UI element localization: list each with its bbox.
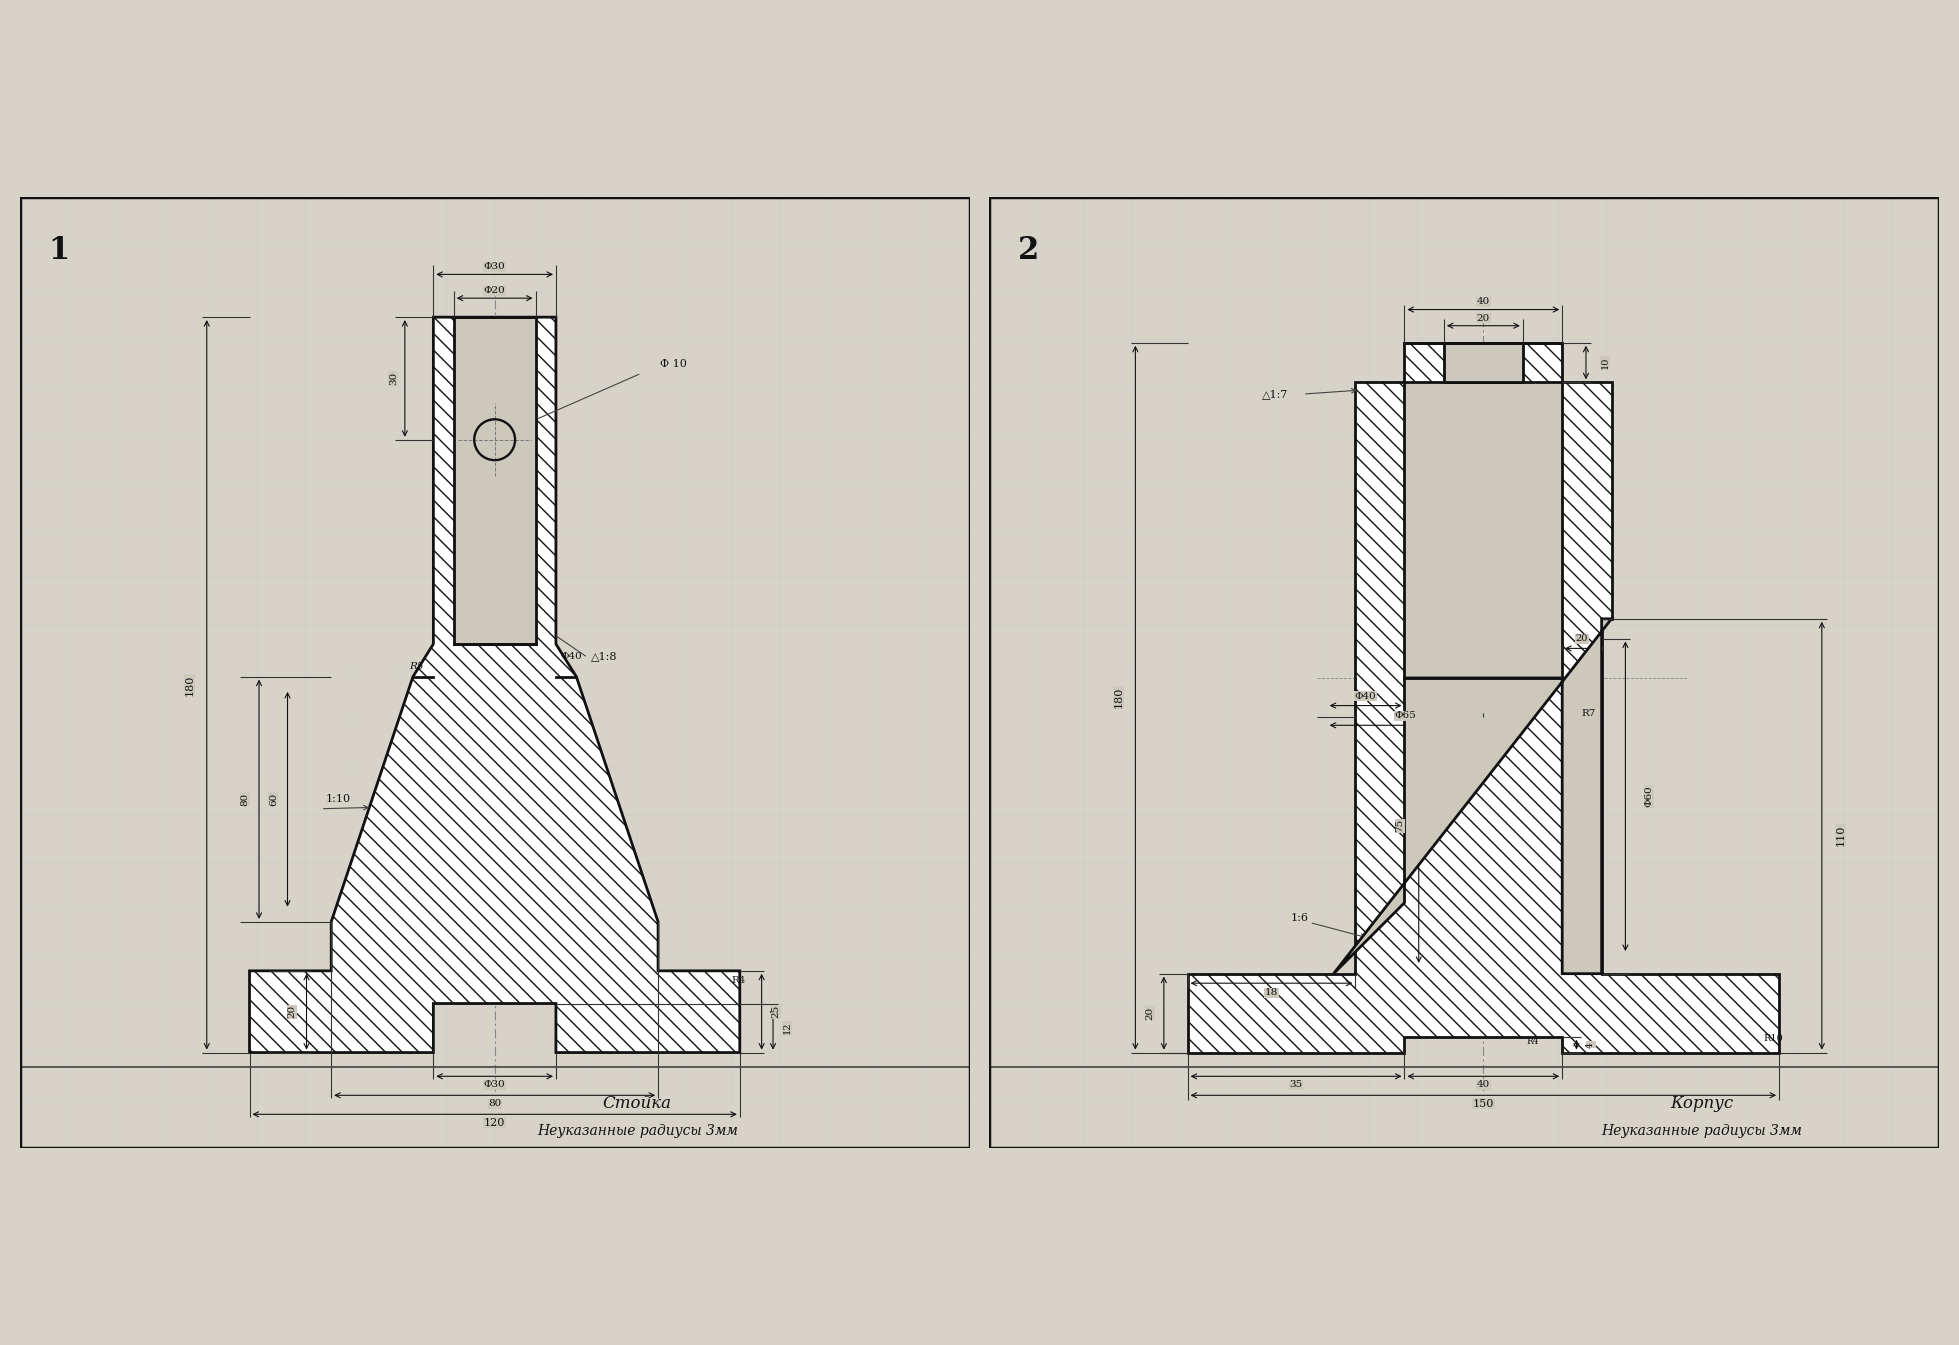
Text: R5: R5: [409, 662, 423, 671]
Text: Неуказанные радиусы 3мм: Неуказанные радиусы 3мм: [537, 1124, 739, 1138]
Text: 12: 12: [784, 1022, 791, 1034]
Text: Φ65: Φ65: [1395, 712, 1416, 721]
Text: 40: 40: [1477, 297, 1491, 307]
Text: Корпус: Корпус: [1671, 1095, 1734, 1112]
Text: 180: 180: [184, 674, 194, 695]
Text: Стойка: Стойка: [603, 1095, 672, 1112]
Text: R7: R7: [1581, 709, 1595, 718]
Text: 20: 20: [288, 1005, 296, 1018]
Text: 60: 60: [268, 792, 278, 806]
Polygon shape: [1444, 343, 1522, 382]
Text: 10: 10: [1601, 356, 1610, 369]
Text: 18: 18: [1266, 989, 1277, 997]
Polygon shape: [249, 317, 741, 1053]
Text: 1: 1: [49, 235, 69, 266]
Text: 20: 20: [1477, 313, 1491, 323]
Text: Φ30: Φ30: [484, 1080, 505, 1089]
Text: 25: 25: [772, 1005, 780, 1018]
Text: 1:6: 1:6: [1291, 913, 1309, 924]
Text: 150: 150: [1473, 1099, 1495, 1108]
Text: 40: 40: [1477, 1080, 1491, 1089]
Text: Φ30: Φ30: [484, 262, 505, 272]
Text: 20: 20: [1146, 1006, 1154, 1020]
Polygon shape: [1334, 619, 1612, 974]
Text: △1:8: △1:8: [590, 651, 617, 662]
Text: △1:7: △1:7: [1262, 389, 1289, 399]
Polygon shape: [1187, 343, 1779, 1053]
Text: 180: 180: [1113, 687, 1123, 709]
Text: 80: 80: [488, 1099, 502, 1108]
Polygon shape: [1405, 382, 1561, 678]
Text: 80: 80: [241, 792, 249, 806]
Text: 20: 20: [1575, 635, 1589, 643]
Text: Φ60: Φ60: [1646, 785, 1653, 807]
Text: 30: 30: [390, 371, 398, 385]
Text: R4: R4: [731, 975, 746, 985]
Text: R10: R10: [1763, 1034, 1783, 1044]
Text: Φ40: Φ40: [560, 652, 582, 660]
Text: R4: R4: [1526, 1037, 1540, 1046]
Text: 35: 35: [1289, 1080, 1303, 1089]
Text: Неуказанные радиусы 3мм: Неуказанные радиусы 3мм: [1601, 1124, 1802, 1138]
Text: 1:10: 1:10: [325, 795, 351, 804]
Text: Φ40: Φ40: [1356, 691, 1377, 701]
Text: Φ20: Φ20: [484, 286, 505, 295]
Text: 2: 2: [1019, 235, 1038, 266]
Polygon shape: [454, 317, 535, 644]
Text: 4: 4: [1587, 1042, 1595, 1048]
Text: 120: 120: [484, 1118, 505, 1128]
Text: 75: 75: [1395, 819, 1405, 833]
Text: 110: 110: [1836, 824, 1845, 846]
Text: Φ 10: Φ 10: [660, 359, 688, 369]
